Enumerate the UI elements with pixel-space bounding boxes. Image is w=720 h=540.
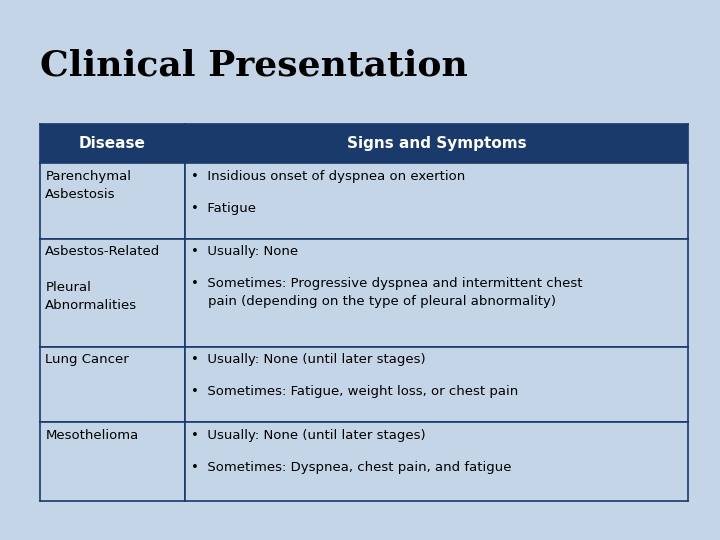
Text: Lung Cancer: Lung Cancer	[45, 353, 129, 366]
Text: Signs and Symptoms: Signs and Symptoms	[347, 136, 526, 151]
Text: pain (depending on the type of pleural abnormality): pain (depending on the type of pleural a…	[192, 295, 556, 308]
Text: •  Usually: None (until later stages): • Usually: None (until later stages)	[192, 353, 426, 366]
Text: Asbestos-Related

Pleural
Abnormalities: Asbestos-Related Pleural Abnormalities	[45, 245, 161, 312]
Text: Clinical Presentation: Clinical Presentation	[40, 49, 467, 83]
Text: Disease: Disease	[79, 136, 146, 151]
Text: •  Sometimes: Progressive dyspnea and intermittent chest: • Sometimes: Progressive dyspnea and int…	[192, 277, 582, 290]
Text: •  Sometimes: Dyspnea, chest pain, and fatigue: • Sometimes: Dyspnea, chest pain, and fa…	[192, 461, 512, 474]
Text: •  Insidious onset of dyspnea on exertion: • Insidious onset of dyspnea on exertion	[192, 170, 465, 183]
Text: •  Usually: None (until later stages): • Usually: None (until later stages)	[192, 429, 426, 442]
Text: •  Fatigue: • Fatigue	[192, 201, 256, 214]
Text: Mesothelioma: Mesothelioma	[45, 429, 139, 442]
Text: •  Sometimes: Fatigue, weight loss, or chest pain: • Sometimes: Fatigue, weight loss, or ch…	[192, 385, 518, 398]
Text: •  Usually: None: • Usually: None	[192, 245, 298, 258]
Text: Parenchymal
Asbestosis: Parenchymal Asbestosis	[45, 170, 131, 200]
